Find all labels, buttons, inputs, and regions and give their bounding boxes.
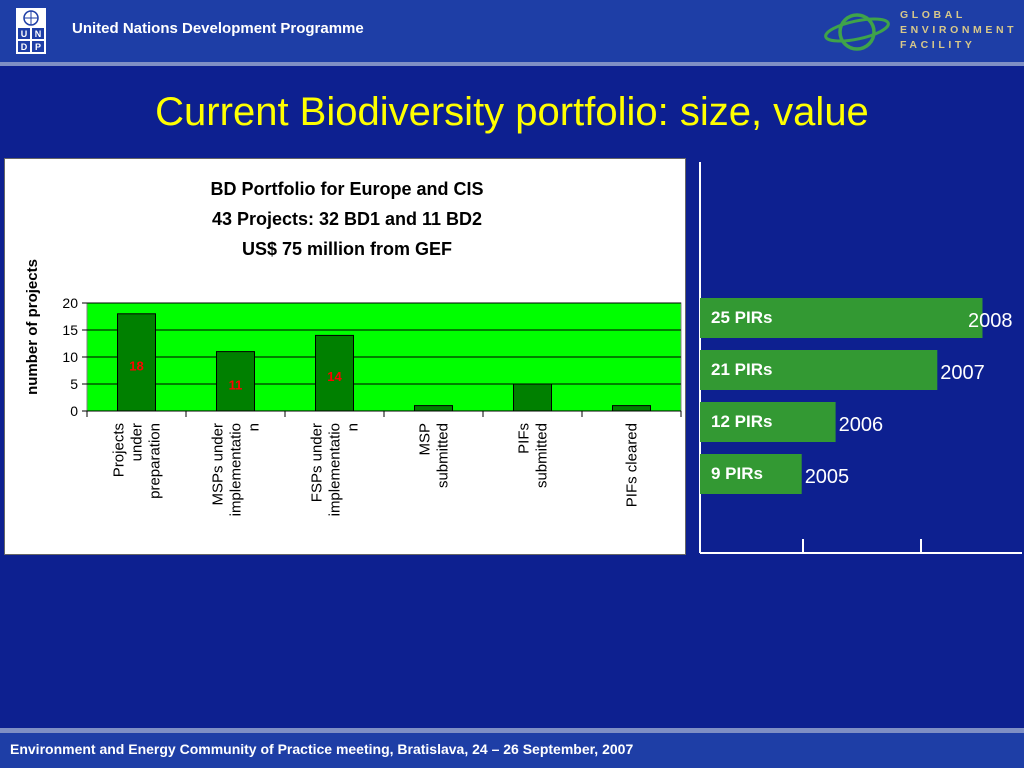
gef-wordmark: GLOBAL ENVIRONMENT FACILITY xyxy=(900,8,1017,53)
category-label: Projects under preparation xyxy=(111,423,164,499)
chart-title-line: US$ 75 million from GEF xyxy=(242,239,452,259)
category-label-line: under xyxy=(129,423,146,461)
footer-divider xyxy=(0,728,1024,733)
bar xyxy=(612,405,651,412)
org-name: United Nations Development Programme xyxy=(72,20,364,37)
category-label-line: PIFs xyxy=(516,423,533,454)
y-tick-label: 10 xyxy=(62,349,78,365)
bar xyxy=(513,383,552,412)
data-label: 14 xyxy=(327,369,342,384)
category-label-line: submitted xyxy=(534,423,551,488)
year-label: 2005 xyxy=(804,466,850,488)
pir-label: 9 PIRs xyxy=(711,464,763,483)
gef-line: ENVIRONMENT xyxy=(900,24,1018,36)
year-label: 2008 xyxy=(968,310,1013,332)
category-label: MSPs under implementatio n xyxy=(210,423,263,516)
bar-chart-panel: BD Portfolio for Europe and CIS 43 Projec… xyxy=(4,158,686,555)
header-band: U N D P United Nations Development Progr… xyxy=(0,0,1024,66)
pir-label: 25 PIRs xyxy=(711,308,773,327)
footer-text: Environment and Energy Community of Prac… xyxy=(10,741,634,757)
chart-title-line: BD Portfolio for Europe and CIS xyxy=(211,179,484,199)
y-tick-label: 5 xyxy=(70,376,78,392)
y-tick-label: 20 xyxy=(62,295,78,311)
undp-letter: U xyxy=(21,29,28,39)
category-label-line: preparation xyxy=(147,423,164,499)
bar xyxy=(315,334,354,412)
pir-bar xyxy=(700,350,938,390)
gef-line: FACILITY xyxy=(900,39,976,51)
year-label: 2007 xyxy=(940,362,985,384)
undp-letter: D xyxy=(21,42,28,52)
category-label-line: MSPs under xyxy=(210,423,227,506)
pir-label: 12 PIRs xyxy=(711,412,773,431)
category-label-line: n xyxy=(246,423,263,431)
category-label: PIFs cleared xyxy=(624,423,641,507)
y-axis-label: number of projects xyxy=(24,259,41,395)
bar-chart: BD Portfolio for Europe and CIS 43 Projec… xyxy=(24,179,682,516)
data-label: 11 xyxy=(229,377,243,392)
category-label-line: Projects xyxy=(111,423,128,477)
pir-bar xyxy=(700,298,983,338)
category-label-line: submitted xyxy=(435,423,452,488)
pir-bar xyxy=(700,402,836,442)
footer-band: Environment and Energy Community of Prac… xyxy=(0,733,1024,768)
data-label: 18 xyxy=(129,358,143,373)
category-label-line: implementatio xyxy=(228,423,245,516)
category-label: FSPs under implementatio n xyxy=(309,423,362,516)
category-label-line: PIFs cleared xyxy=(624,423,641,507)
pir-bar xyxy=(700,454,802,494)
category-label-line: n xyxy=(345,423,362,431)
y-tick-label: 15 xyxy=(62,322,78,338)
bar xyxy=(216,351,255,412)
undp-letter: N xyxy=(35,29,42,39)
chart-title-line: 43 Projects: 32 BD1 and 11 BD2 xyxy=(212,209,482,229)
gef-line: GLOBAL xyxy=(900,9,966,21)
pir-label: 21 PIRs xyxy=(711,360,773,379)
slide-title: Current Biodiversity portfolio: size, va… xyxy=(155,90,869,134)
bar xyxy=(117,313,156,412)
undp-logo: U N D P xyxy=(16,8,46,54)
category-label-line: MSP xyxy=(417,423,434,456)
category-label-line: implementatio xyxy=(327,423,344,516)
bar xyxy=(414,405,453,412)
category-label-line: FSPs under xyxy=(309,423,326,502)
category-label: MSP submitted xyxy=(417,423,452,488)
gef-globe-icon xyxy=(824,13,890,51)
undp-letter: P xyxy=(35,42,41,52)
y-tick-label: 0 xyxy=(70,403,78,419)
year-label: 2006 xyxy=(838,414,884,436)
category-label: PIFs submitted xyxy=(516,423,551,488)
